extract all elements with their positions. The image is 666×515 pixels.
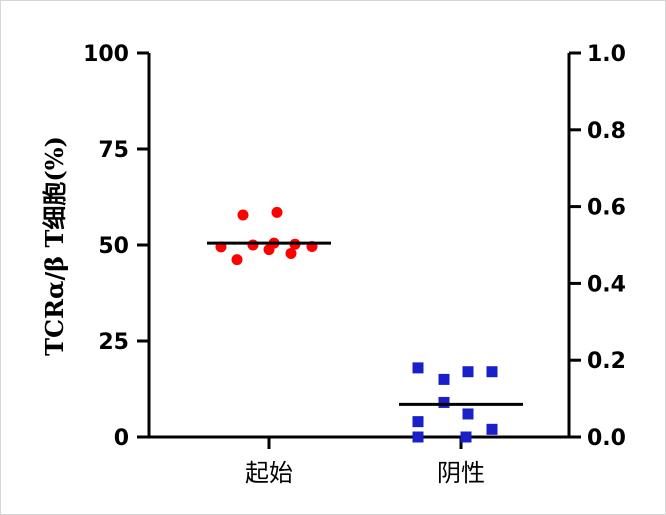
data-point (462, 366, 474, 378)
y-tick-label-right: 0.6 (587, 196, 626, 221)
x-category-label: 阴性 (437, 459, 485, 487)
data-point (271, 206, 283, 218)
data-point (285, 247, 297, 259)
data-point (438, 396, 450, 408)
data-point (247, 239, 259, 251)
y-tick-label-right: 0.0 (587, 426, 626, 451)
y-tick-label-left: 75 (98, 138, 129, 163)
y-tick-label-left: 25 (98, 330, 129, 355)
data-point (486, 423, 498, 435)
data-point (231, 254, 243, 266)
y-tick-label-right: 0.4 (587, 272, 626, 297)
data-point (460, 431, 472, 443)
data-point (412, 362, 424, 374)
data-point (486, 366, 498, 378)
y-tick-label-left: 50 (98, 234, 129, 259)
y-axis-label: TCRα/β T细胞(%) (40, 136, 69, 356)
y-tick-label-right: 1.0 (587, 42, 626, 67)
data-point (412, 416, 424, 428)
y-tick-label-right: 0.2 (587, 349, 626, 374)
data-point (412, 431, 424, 443)
data-point (438, 373, 450, 385)
y-tick-label-left: 0 (114, 426, 129, 451)
x-category-label: 起始 (245, 459, 293, 487)
y-tick-label-left: 100 (83, 42, 129, 67)
data-point (462, 408, 474, 420)
y-tick-label-right: 0.8 (587, 119, 626, 144)
data-point (237, 209, 249, 221)
